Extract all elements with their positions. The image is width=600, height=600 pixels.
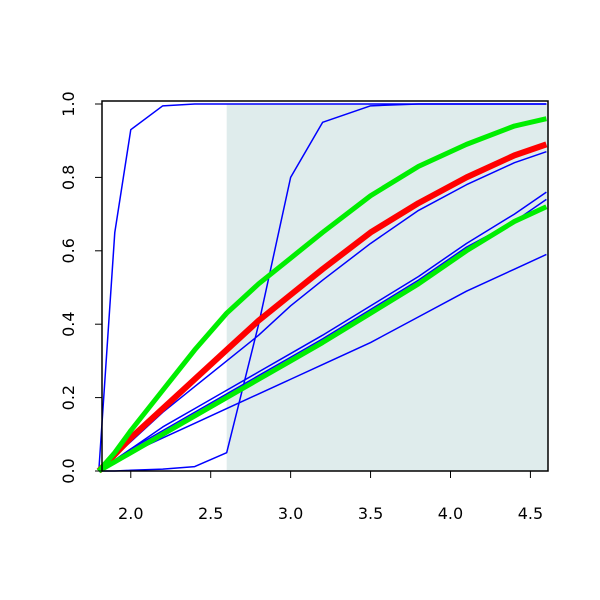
y-tick-label: 0.0 (59, 458, 78, 483)
y-tick-label: 0.6 (59, 238, 78, 263)
y-tick-label: 1.0 (59, 91, 78, 116)
x-tick-label: 3.5 (358, 504, 383, 523)
curve (96, 116, 547, 473)
y-tick-label: 0.2 (59, 385, 78, 410)
x-tick-label: 3.0 (278, 504, 303, 523)
x-tick-label: 4.0 (438, 504, 463, 523)
y-tick-label: 0.8 (59, 165, 78, 190)
y-tick-label: 0.4 (59, 311, 78, 336)
x-tick-label: 2.5 (198, 504, 223, 523)
curve (98, 103, 547, 472)
x-tick-label: 2.0 (118, 504, 143, 523)
curve (98, 198, 547, 472)
plot-frame (101, 100, 549, 472)
curve (96, 141, 548, 474)
curve (97, 204, 548, 474)
x-tick-label: 4.5 (518, 504, 543, 523)
